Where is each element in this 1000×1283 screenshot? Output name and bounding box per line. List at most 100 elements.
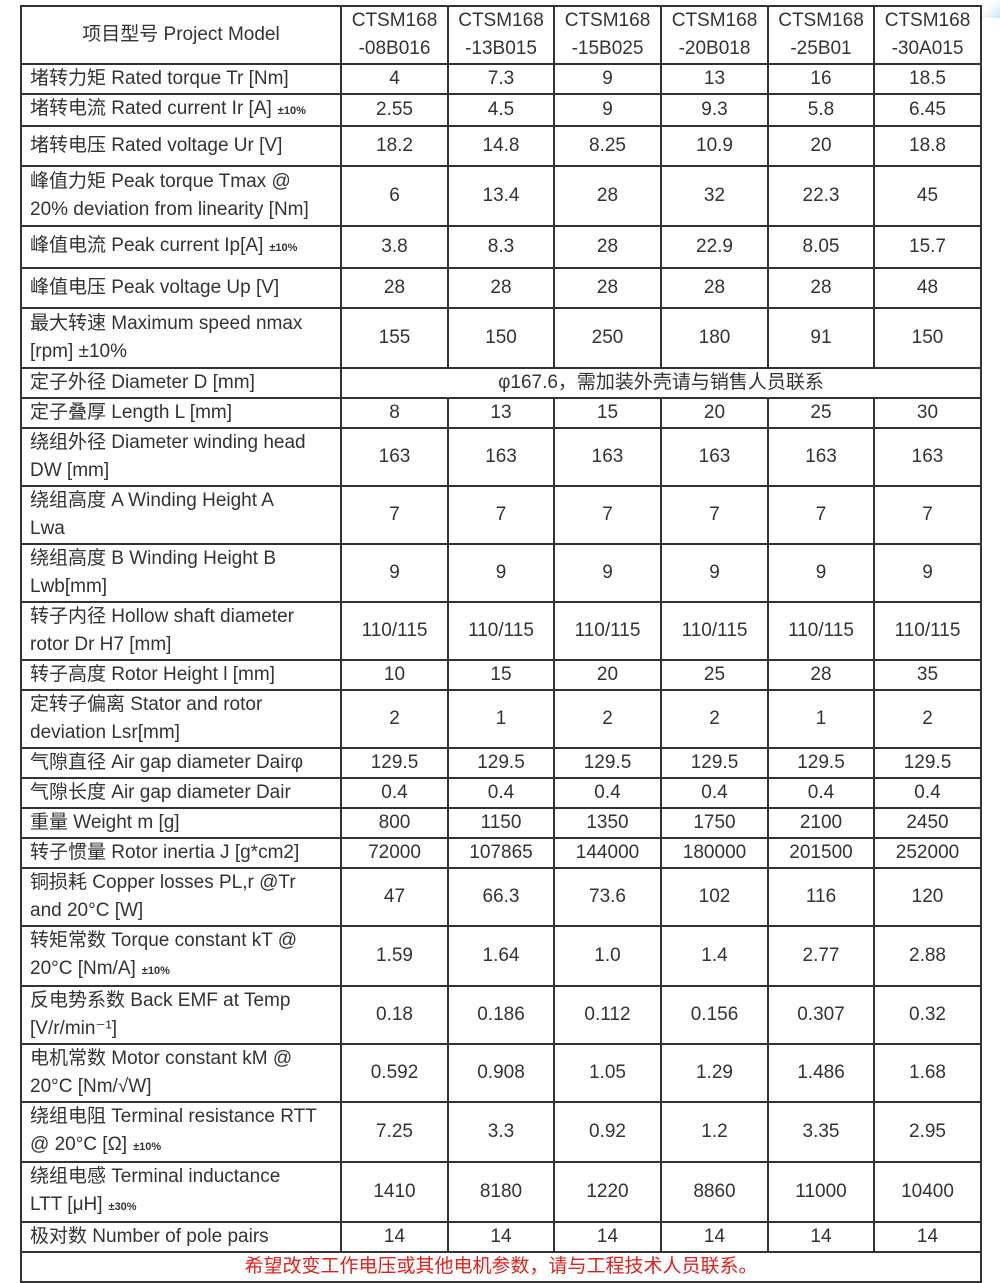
value-cell: 1220 xyxy=(553,1161,662,1223)
value-cell: 13 xyxy=(447,397,555,429)
value-cell: 9 xyxy=(340,543,449,603)
value-cell: 163 xyxy=(873,427,982,487)
row-label-cell: 堵转力矩 Rated torque Tr [Nm] xyxy=(20,63,342,95)
value-cell: 1.05 xyxy=(553,1043,662,1103)
value-cell: 2.88 xyxy=(873,925,982,987)
table-row: 绕组电感 Terminal inductance LTT [μH] ±30% 141… xyxy=(20,1161,982,1223)
row-label-cell: 定子外径 Diameter D [mm] xyxy=(20,367,342,399)
tolerance-note: ±30% xyxy=(108,1201,137,1213)
value-cell: 110/115 xyxy=(767,601,875,661)
value-cell: 18.8 xyxy=(873,125,982,167)
footer-note: 希望改变工作电压或其他电机参数，请与工程技术人员联系。 xyxy=(20,1251,982,1283)
table-row: 峰值电流 Peak current Ip[A] ±10% 3.8 8.3 28 22.9 8… xyxy=(20,225,982,269)
row-label-cell: 重量 Weight m [g] xyxy=(20,807,342,839)
value-cell: 0.18 xyxy=(340,985,449,1045)
value-cell: 28 xyxy=(767,267,875,309)
value-cell: 25 xyxy=(767,397,875,429)
value-cell: 10.9 xyxy=(660,125,769,167)
value-cell: 28 xyxy=(553,267,662,309)
table-row: 堵转电流 Rated current Ir [A] ±10% 2.55 4.5 9 9.3… xyxy=(20,93,982,127)
value-cell: 5.8 xyxy=(767,93,875,127)
value-cell: 7.3 xyxy=(447,63,555,95)
value-cell: 1 xyxy=(767,689,875,749)
value-cell: 91 xyxy=(767,307,875,369)
value-cell: 13.4 xyxy=(447,165,555,227)
value-cell: 129.5 xyxy=(873,747,982,779)
value-cell: 2 xyxy=(553,689,662,749)
value-cell: 2 xyxy=(660,689,769,749)
table-row: 转子高度 Rotor Height l [mm] 10 15 20 25 28 35 xyxy=(20,659,982,691)
row-label: 绕组高度 A Winding Height A Lwa xyxy=(30,490,274,539)
row-label-cell: 绕组电感 Terminal inductance LTT [μH] ±30% xyxy=(20,1161,342,1223)
value-cell: 1410 xyxy=(340,1161,449,1223)
value-cell: 107865 xyxy=(447,837,555,869)
row-label: 气隙直径 Air gap diameter Dairφ xyxy=(30,752,304,773)
row-label-cell: 转子惯量 Rotor inertia J [g*cm2] xyxy=(20,837,342,869)
row-label: 转子高度 Rotor Height l [mm] xyxy=(30,664,275,685)
value-cell: 0.307 xyxy=(767,985,875,1045)
tolerance-note: ±10% xyxy=(269,242,298,254)
value-cell: 7 xyxy=(340,485,449,545)
row-label: 堵转电流 Rated current Ir [A] xyxy=(30,98,272,119)
row-label: 峰值电压 Peak voltage Up [V] xyxy=(30,277,280,298)
row-label-cell: 铜损耗 Copper losses PL,r @Tr and 20°C [W] xyxy=(20,867,342,927)
row-label-cell: 堵转电压 Rated voltage Ur [V] xyxy=(20,125,342,167)
table-row: 反电势系数 Back EMF at Temp [V/r/min⁻¹] 0.18 0.… xyxy=(20,985,982,1045)
value-cell: 10 xyxy=(340,659,449,691)
value-cell: 15 xyxy=(447,659,555,691)
value-cell: 7 xyxy=(447,485,555,545)
value-cell: 8.05 xyxy=(767,225,875,269)
value-cell: 3.8 xyxy=(340,225,449,269)
value-cell: 22.9 xyxy=(660,225,769,269)
value-cell: 7 xyxy=(553,485,662,545)
value-cell: 7.25 xyxy=(340,1101,449,1163)
value-cell: 20 xyxy=(767,125,875,167)
value-cell: 0.112 xyxy=(553,985,662,1045)
value-cell: 9 xyxy=(767,543,875,603)
table-row: 铜损耗 Copper losses PL,r @Tr and 20°C [W] 4… xyxy=(20,867,982,927)
value-cell: 72000 xyxy=(340,837,449,869)
model-header: CTSM168 -15B025 xyxy=(553,5,662,65)
row-label-cell: 气隙长度 Air gap diameter Dair xyxy=(20,777,342,809)
tolerance-note: ±10% xyxy=(277,105,306,117)
row-label: 重量 Weight m [g] xyxy=(30,812,180,833)
table-row: 气隙直径 Air gap diameter Dairφ 129.5 129.5 129… xyxy=(20,747,982,779)
table-row: 转矩常数 Torque constant kT @ 20°C [Nm/A] ±10… xyxy=(20,925,982,987)
value-cell: 0.92 xyxy=(553,1101,662,1163)
value-cell: 8180 xyxy=(447,1161,555,1223)
value-cell: 0.592 xyxy=(340,1043,449,1103)
value-cell: 129.5 xyxy=(767,747,875,779)
row-label-cell: 堵转电流 Rated current Ir [A] ±10% xyxy=(20,93,342,127)
value-cell: 1.486 xyxy=(767,1043,875,1103)
value-cell: 32 xyxy=(660,165,769,227)
value-cell: 8.25 xyxy=(553,125,662,167)
value-cell: 0.4 xyxy=(767,777,875,809)
value-cell: 180 xyxy=(660,307,769,369)
row-label-cell: 定子叠厚 Length L [mm] xyxy=(20,397,342,429)
row-label: 绕组高度 B Winding Height B Lwb[mm] xyxy=(30,548,277,597)
value-cell: 1 xyxy=(447,689,555,749)
value-cell: 66.3 xyxy=(447,867,555,927)
value-cell: 0.4 xyxy=(873,777,982,809)
spec-table: 项目型号 Project Model CTSM168 -08B016 CTSM168… xyxy=(20,5,982,1283)
value-cell: 2 xyxy=(340,689,449,749)
value-cell: 1.64 xyxy=(447,925,555,987)
row-label-cell: 峰值电流 Peak current Ip[A] ±10% xyxy=(20,225,342,269)
value-cell: 120 xyxy=(873,867,982,927)
value-cell: 28 xyxy=(340,267,449,309)
row-label-cell: 气隙直径 Air gap diameter Dairφ xyxy=(20,747,342,779)
row-label-cell: 转子高度 Rotor Height l [mm] xyxy=(20,659,342,691)
row-label: 定子叠厚 Length L [mm] xyxy=(30,402,233,423)
value-cell: 9 xyxy=(873,543,982,603)
value-cell: 163 xyxy=(660,427,769,487)
value-cell: 28 xyxy=(660,267,769,309)
value-cell: 18.5 xyxy=(873,63,982,95)
header-row: 项目型号 Project Model CTSM168 -08B016 CTSM168… xyxy=(20,5,982,65)
value-cell: 22.3 xyxy=(767,165,875,227)
row-label-cell: 最大转速 Maximum speed nmax [rpm] ±10% xyxy=(20,307,342,369)
value-cell: 150 xyxy=(873,307,982,369)
table-row: 转子惯量 Rotor inertia J [g*cm2] 72000 107865 1… xyxy=(20,837,982,869)
value-cell: 1.4 xyxy=(660,925,769,987)
table-row: 定子叠厚 Length L [mm] 8 13 15 20 25 30 xyxy=(20,397,982,429)
value-cell: 28 xyxy=(767,659,875,691)
